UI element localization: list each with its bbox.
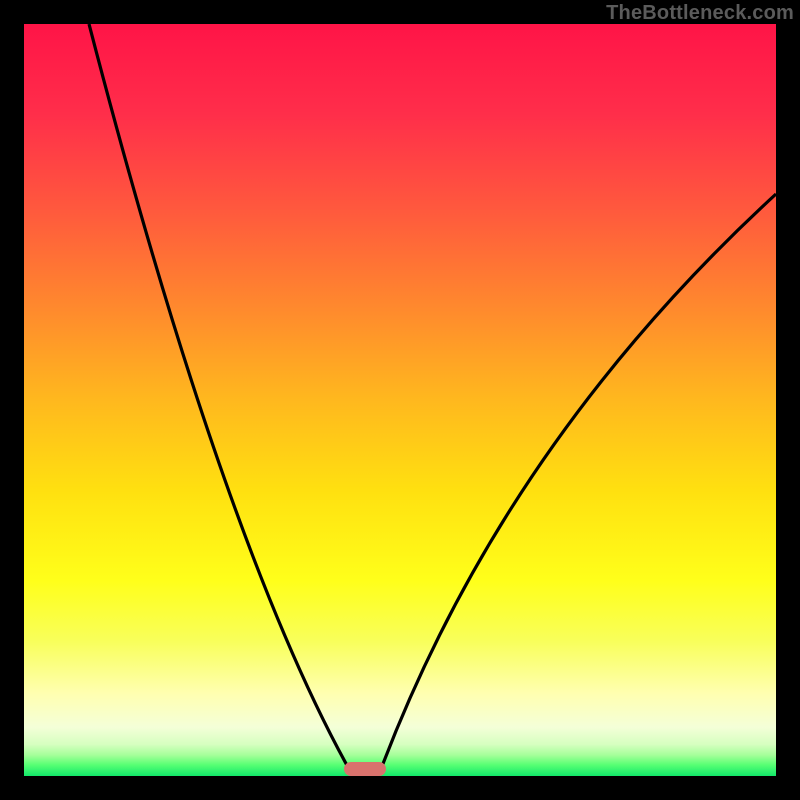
chart-frame: TheBottleneck.com	[0, 0, 800, 800]
curve-right	[381, 194, 776, 769]
curve-layer	[24, 24, 776, 776]
minimum-marker	[344, 762, 386, 776]
curve-left	[89, 24, 349, 769]
plot-area	[24, 24, 776, 776]
watermark-text: TheBottleneck.com	[606, 2, 794, 25]
